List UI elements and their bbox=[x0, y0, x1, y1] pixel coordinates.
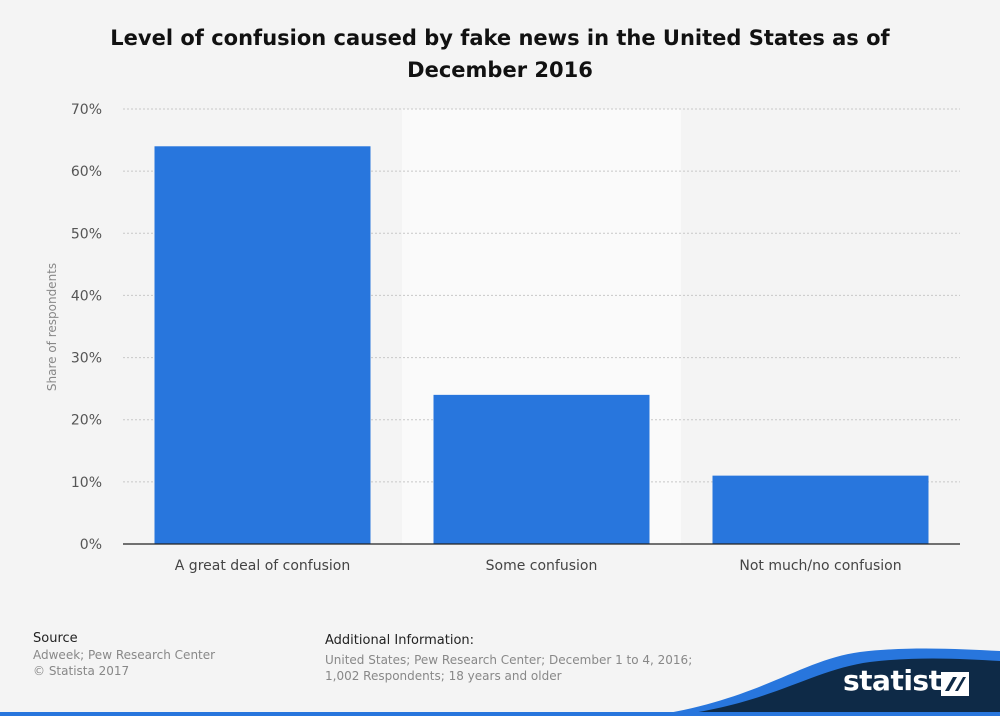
y-axis-label: Share of respondents bbox=[45, 263, 59, 391]
y-tick-label: 0% bbox=[80, 537, 102, 553]
statista-logo[interactable]: statista bbox=[843, 664, 960, 697]
footer-swoosh-dark bbox=[670, 658, 1000, 716]
statista-mark-icon bbox=[941, 672, 969, 696]
source-text[interactable]: Adweek; Pew Research Center bbox=[33, 648, 216, 662]
additional-info-line2: 1,002 Respondents; 18 years and older bbox=[325, 669, 562, 683]
x-axis-ticks: A great deal of confusion Some confusion N… bbox=[175, 558, 902, 574]
bar-a-great-deal-of-confusion[interactable] bbox=[154, 146, 371, 545]
source-heading: Source bbox=[33, 631, 78, 646]
x-tick-label: Some confusion bbox=[486, 558, 598, 574]
y-tick-label: 40% bbox=[71, 288, 102, 304]
additional-info-line1: United States; Pew Research Center; Dece… bbox=[325, 653, 693, 667]
copyright-text: © Statista 2017 bbox=[33, 664, 130, 678]
y-tick-label: 50% bbox=[71, 226, 102, 242]
x-tick-label: Not much/no confusion bbox=[739, 558, 901, 574]
y-tick-label: 70% bbox=[71, 102, 102, 118]
x-tick-label: A great deal of confusion bbox=[175, 558, 350, 574]
y-tick-label: 20% bbox=[71, 413, 102, 429]
chart-title: Level of confusion caused by fake news i… bbox=[110, 26, 890, 82]
bars bbox=[154, 146, 929, 545]
bar-some-confusion[interactable] bbox=[433, 394, 650, 544]
additional-info-heading: Additional Information: bbox=[325, 633, 475, 648]
footer-bottom-stripe bbox=[0, 712, 1000, 716]
y-tick-label: 30% bbox=[71, 351, 102, 367]
y-tick-label: 10% bbox=[71, 475, 102, 491]
bar-not-much-no-confusion[interactable] bbox=[712, 475, 929, 544]
y-tick-label: 60% bbox=[71, 164, 102, 180]
y-axis-ticks: 0% 10% 20% 30% 40% 50% 60% 70% bbox=[71, 102, 102, 553]
